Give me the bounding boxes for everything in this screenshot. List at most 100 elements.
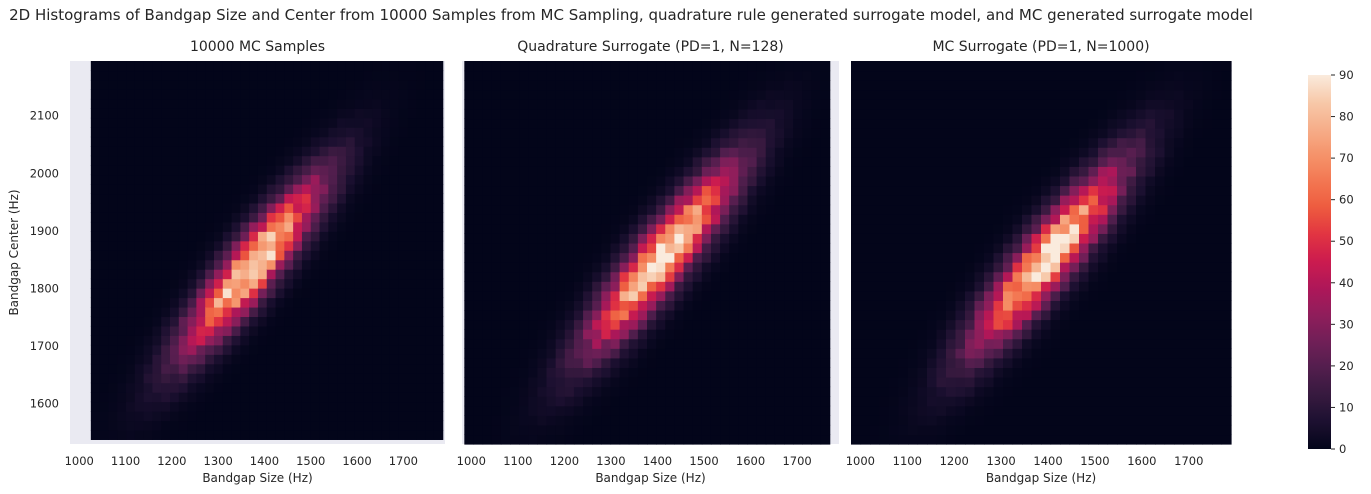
- heatmap-cell: [398, 146, 409, 157]
- heatmap-cell: [416, 382, 426, 393]
- heatmap-cell: [870, 290, 881, 301]
- heatmap-cell: [425, 420, 435, 431]
- heatmap-cell: [117, 316, 127, 327]
- heatmap-cell: [205, 259, 215, 270]
- heatmap-cell: [1183, 118, 1194, 129]
- heatmap-cell: [293, 117, 303, 128]
- heatmap-cell: [1098, 434, 1109, 445]
- heatmap-cell: [656, 204, 666, 215]
- heatmap-cell: [319, 401, 329, 412]
- heatmap-cell: [1041, 281, 1052, 292]
- heatmap-cell: [187, 221, 197, 232]
- heatmap-cell: [398, 269, 409, 280]
- heatmap-cell: [747, 329, 758, 340]
- heatmap-cell: [1031, 156, 1042, 167]
- heatmap-cell: [946, 70, 957, 81]
- heatmap-cell: [328, 117, 338, 128]
- heatmap-cell: [354, 297, 365, 308]
- heatmap-cell: [90, 297, 101, 308]
- heatmap-cell: [674, 367, 685, 378]
- heatmap-cell: [337, 117, 347, 128]
- heatmap-cell: [398, 250, 409, 261]
- heatmap-cell: [674, 262, 685, 273]
- heatmap-cell: [1126, 376, 1137, 388]
- heatmap-cell: [619, 137, 630, 148]
- heatmap-cell: [510, 80, 520, 91]
- heatmap-cell: [665, 128, 676, 139]
- heatmap-cell: [1003, 61, 1014, 72]
- heatmap-cell: [1107, 166, 1118, 177]
- heatmap-cell: [519, 386, 529, 397]
- heatmap-cell: [1031, 204, 1042, 215]
- heatmap-cell: [381, 269, 391, 280]
- heatmap-cell: [293, 61, 303, 72]
- heatmap-cell: [647, 80, 657, 91]
- heatmap-cell: [656, 156, 666, 167]
- heatmap-cell: [738, 300, 749, 311]
- heatmap-cell: [917, 329, 928, 340]
- heatmap-cell: [1069, 147, 1080, 158]
- heatmap-cell: [573, 338, 584, 349]
- heatmap-cell: [610, 242, 621, 254]
- heatmap-cell: [592, 166, 602, 177]
- heatmap-cell: [811, 80, 822, 91]
- heatmap-cell: [240, 193, 250, 204]
- heatmap-cell: [464, 424, 475, 436]
- heatmap-cell: [134, 117, 145, 128]
- heatmap-cell: [249, 306, 259, 318]
- heatmap-cell: [601, 175, 612, 187]
- heatmap-cell: [1212, 175, 1223, 187]
- heatmap-cell: [1164, 128, 1175, 139]
- heatmap-cell: [249, 212, 259, 223]
- heatmap-cell: [1155, 156, 1166, 167]
- heatmap-cell: [117, 363, 127, 374]
- heatmap-cell: [1117, 281, 1128, 292]
- heatmap-cell: [1012, 262, 1023, 273]
- heatmap-cell: [293, 297, 303, 308]
- heatmap-cell: [1012, 61, 1023, 72]
- heatmap-cell: [222, 231, 233, 242]
- heatmap-cell: [381, 401, 391, 412]
- heatmap-cell: [720, 424, 730, 436]
- heatmap-cell: [354, 89, 365, 100]
- heatmap-cell: [284, 89, 294, 100]
- heatmap-cell: [701, 242, 712, 254]
- y-tick-label: 2000: [30, 166, 59, 180]
- heatmap-cell: [519, 242, 529, 254]
- heatmap-cell: [692, 108, 703, 120]
- heatmap-cell: [275, 108, 285, 119]
- heatmap-cell: [619, 147, 630, 158]
- heatmap-cell: [592, 376, 602, 388]
- heatmap-cell: [266, 174, 277, 185]
- heatmap-cell: [1212, 405, 1223, 416]
- heatmap-cell: [710, 348, 721, 359]
- heatmap-cell: [555, 195, 566, 206]
- heatmap-cell: [1221, 338, 1232, 349]
- heatmap-cell: [1022, 108, 1033, 120]
- heatmap-cell: [1069, 252, 1080, 263]
- heatmap-cell: [729, 434, 739, 445]
- heatmap-cell: [592, 89, 602, 100]
- heatmap-cell: [1164, 252, 1175, 263]
- heatmap-cell: [720, 156, 730, 167]
- heatmap-cell: [134, 392, 145, 403]
- heatmap-cell: [1031, 309, 1042, 321]
- heatmap-cell: [90, 278, 101, 289]
- heatmap-cell: [134, 335, 145, 346]
- y-tick-label: 1600: [30, 397, 59, 411]
- heatmap-cell: [564, 137, 575, 148]
- heatmap-cell: [433, 382, 444, 393]
- heatmap-cell: [205, 165, 215, 176]
- heatmap-cell: [407, 165, 417, 176]
- heatmap-cell: [134, 373, 145, 384]
- heatmap-cell: [170, 155, 180, 166]
- heatmap-cell: [1022, 338, 1033, 349]
- heatmap-cell: [519, 357, 529, 368]
- heatmap-cell: [729, 70, 739, 81]
- colorbar-gradient: [1308, 75, 1331, 449]
- heatmap-cell: [407, 193, 417, 204]
- heatmap-cell: [965, 386, 976, 397]
- heatmap-cell: [537, 242, 548, 254]
- heatmap-cell: [231, 231, 241, 242]
- heatmap-cell: [1183, 405, 1194, 416]
